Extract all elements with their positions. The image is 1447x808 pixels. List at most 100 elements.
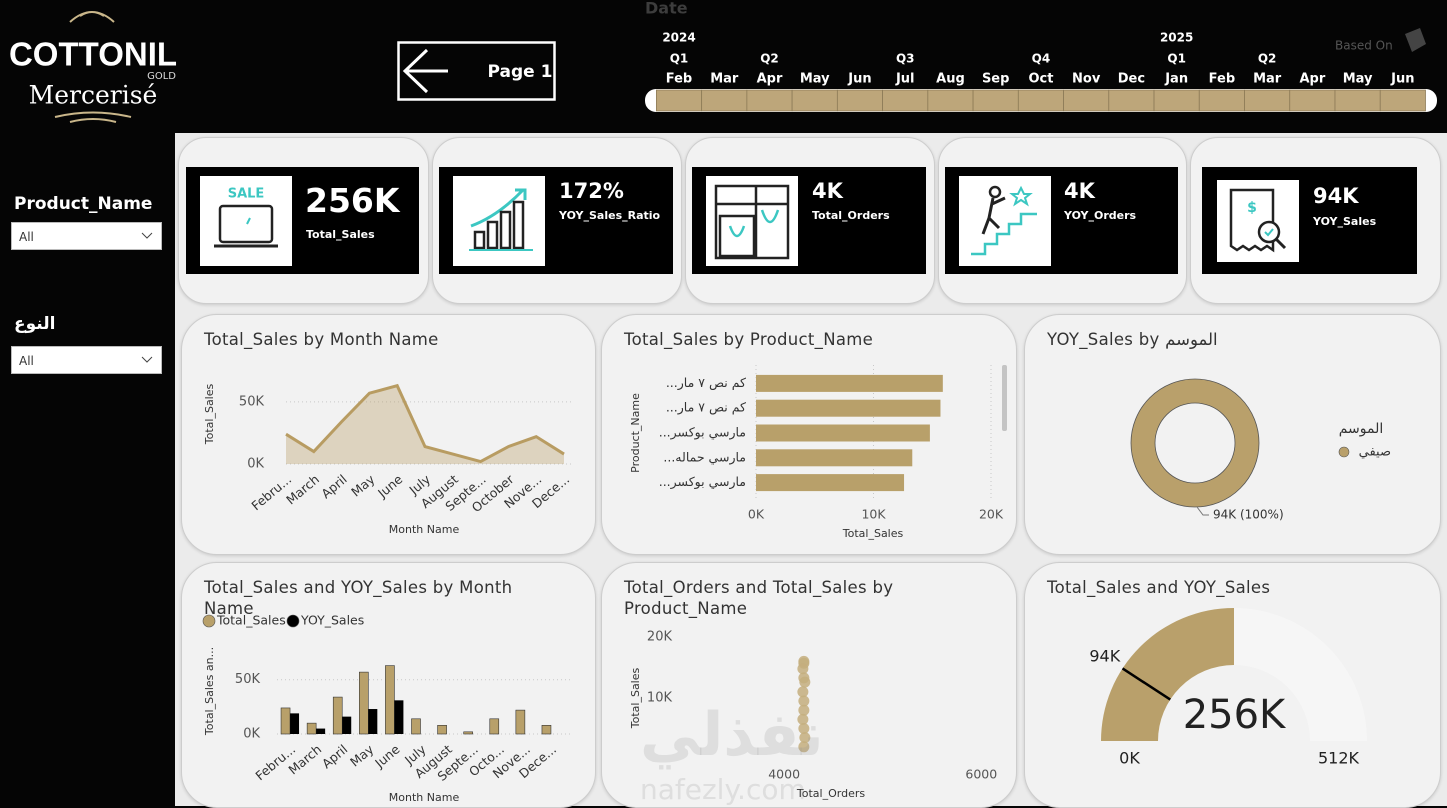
kpi-card: 172% YOY_Sales_Ratio [432, 137, 682, 304]
x-tick-label: April [318, 471, 350, 501]
kpi-panel: 4K YOY_Orders [945, 167, 1178, 274]
timeline-cell[interactable] [927, 89, 974, 112]
timeline-cell[interactable] [701, 89, 748, 112]
timeline-cell[interactable] [1063, 89, 1110, 112]
data-label: 94K (100%) [1213, 508, 1284, 522]
chart-panel: 94K 256K 0K 512K Total_Sales and YOY_Sales [1024, 562, 1441, 808]
timeline-month: Sep [982, 72, 1010, 87]
y-axis-title: Total_Sales [629, 667, 642, 729]
bar [489, 718, 500, 735]
kpi-card: 4K Total_Orders [685, 137, 935, 304]
bar [756, 399, 941, 417]
slicer-dropdown[interactable]: All [11, 222, 162, 250]
chart-title: Total_Sales and YOY_Sales by Month Name [204, 578, 513, 618]
timeline-month: Feb [1209, 72, 1235, 87]
chart-panel: 94K (100%) صيفي الموسم YOY_Sales by الموسم [1024, 314, 1441, 555]
timeline-month: May [800, 72, 830, 87]
bar [342, 716, 352, 734]
chart-title: Total_Sales and YOY_Sales [1047, 578, 1271, 597]
kpi-icon [453, 176, 545, 266]
x-tick-label: June [371, 741, 402, 771]
slicer-dropdown[interactable]: All [11, 346, 162, 374]
timeline-cell[interactable] [746, 89, 793, 112]
timeline-cell[interactable] [791, 89, 838, 112]
chart-panel: 10K 20K 4000 6000 Total_Orders Total_Sales Tot… [601, 562, 1017, 808]
x-tick-label: 6000 [965, 767, 997, 782]
timeline-cell[interactable] [972, 89, 1019, 112]
timeline-cell[interactable] [656, 89, 703, 112]
date-slicer-title: Date [645, 0, 688, 18]
page-button[interactable]: Page 1 [397, 41, 556, 101]
leader-line [1196, 506, 1209, 516]
scrollbar[interactable] [1002, 365, 1007, 431]
timeline-cell[interactable] [882, 89, 929, 112]
chart-title: Total_Sales by Product_Name [624, 330, 874, 349]
timeline-year: 2024 [662, 31, 695, 45]
x-tick-label: April [319, 741, 351, 771]
kpi-label: YOY_Sales [1313, 215, 1377, 228]
slicer-title: Product_Name [14, 194, 153, 214]
point [798, 723, 810, 734]
y-tick-label: 50K [235, 672, 261, 687]
point [797, 713, 809, 725]
timeline-cell[interactable] [1198, 89, 1245, 112]
bar [411, 718, 421, 735]
kpi-value: 256K [305, 181, 400, 220]
legend-marker [1338, 446, 1350, 458]
slicer-value[interactable]: All [19, 230, 34, 244]
timeline-quarter: Q1 [670, 52, 689, 66]
slicer-value[interactable]: All [19, 354, 34, 368]
bar [290, 713, 300, 734]
header: GOLD COTTONIL GOLD Mercerisé Page 1 Date… [9, 0, 1437, 123]
y-axis-title: Product_Name [629, 393, 642, 473]
svg-text:$: $ [1247, 200, 1257, 216]
timeline-cell[interactable] [1108, 89, 1155, 112]
bar [756, 374, 943, 392]
chart: 94K 256K 0K 512K [1089, 608, 1367, 768]
logo: GOLD COTTONIL GOLD Mercerisé [9, 11, 177, 123]
watermark: نفذلي [640, 700, 824, 770]
x-tick-label: 10K [861, 507, 886, 522]
kpi-icon [706, 176, 798, 266]
kpi-panel: 4K Total_Orders [692, 167, 926, 274]
timeline-cell[interactable] [1244, 89, 1291, 112]
target-label: 94K [1089, 646, 1120, 665]
page-button-label[interactable]: Page 1 [488, 62, 553, 82]
kpi-icon [959, 176, 1051, 266]
point [798, 695, 810, 707]
chart: 0K 10K 20K كم نص ٧ مار... كم نص ٧ مار... مارس… [629, 365, 1007, 540]
timeline-cell[interactable] [1289, 89, 1336, 112]
timeline-month: Apr [1299, 72, 1325, 87]
gauge-range-label: 0K [1119, 749, 1140, 768]
timeline-cell[interactable] [836, 89, 883, 112]
timeline-month: Apr [757, 72, 783, 87]
x-tick-label: 0K [748, 507, 765, 522]
line [285, 383, 565, 464]
date-timeline[interactable]: Feb Q1 2024 Mar Apr Q2 May Jun Jul Q3 Aug Sep Oct Q4 N… [645, 31, 1437, 113]
bar [756, 449, 913, 467]
x-axis-title: Month Name [389, 523, 460, 536]
y-tick-label: 20K [647, 630, 673, 645]
y-tick-label: 10K [647, 691, 673, 706]
timeline-cell[interactable] [1017, 89, 1064, 112]
y-tick-label: مارسي بوكسر... [659, 425, 746, 441]
timeline-cell[interactable] [1153, 89, 1200, 112]
timeline-quarter: Q2 [760, 52, 779, 66]
timeline-cell[interactable] [1379, 89, 1426, 112]
y-axis-title: Total_Sales an... [203, 647, 216, 736]
point [798, 704, 810, 716]
timeline-cell[interactable] [1334, 89, 1381, 112]
slicer-title: النوع [14, 314, 56, 334]
legend-marker [286, 614, 300, 628]
timeline-month: Mar [710, 72, 739, 87]
kpi-label: Total_Orders [812, 209, 890, 222]
y-tick-label: 0K [243, 727, 260, 742]
chart-panel: 0K 50K Febru... March April May June July August… [181, 314, 596, 555]
timeline-month: Jul [895, 72, 915, 87]
legend-label: Total_Sales [216, 613, 286, 628]
kpi-card: 4K YOY_Orders [938, 137, 1187, 304]
legend-label: YOY_Sales [300, 613, 364, 628]
donut-slice [1131, 379, 1259, 507]
x-tick-label: 20K [979, 507, 1004, 522]
